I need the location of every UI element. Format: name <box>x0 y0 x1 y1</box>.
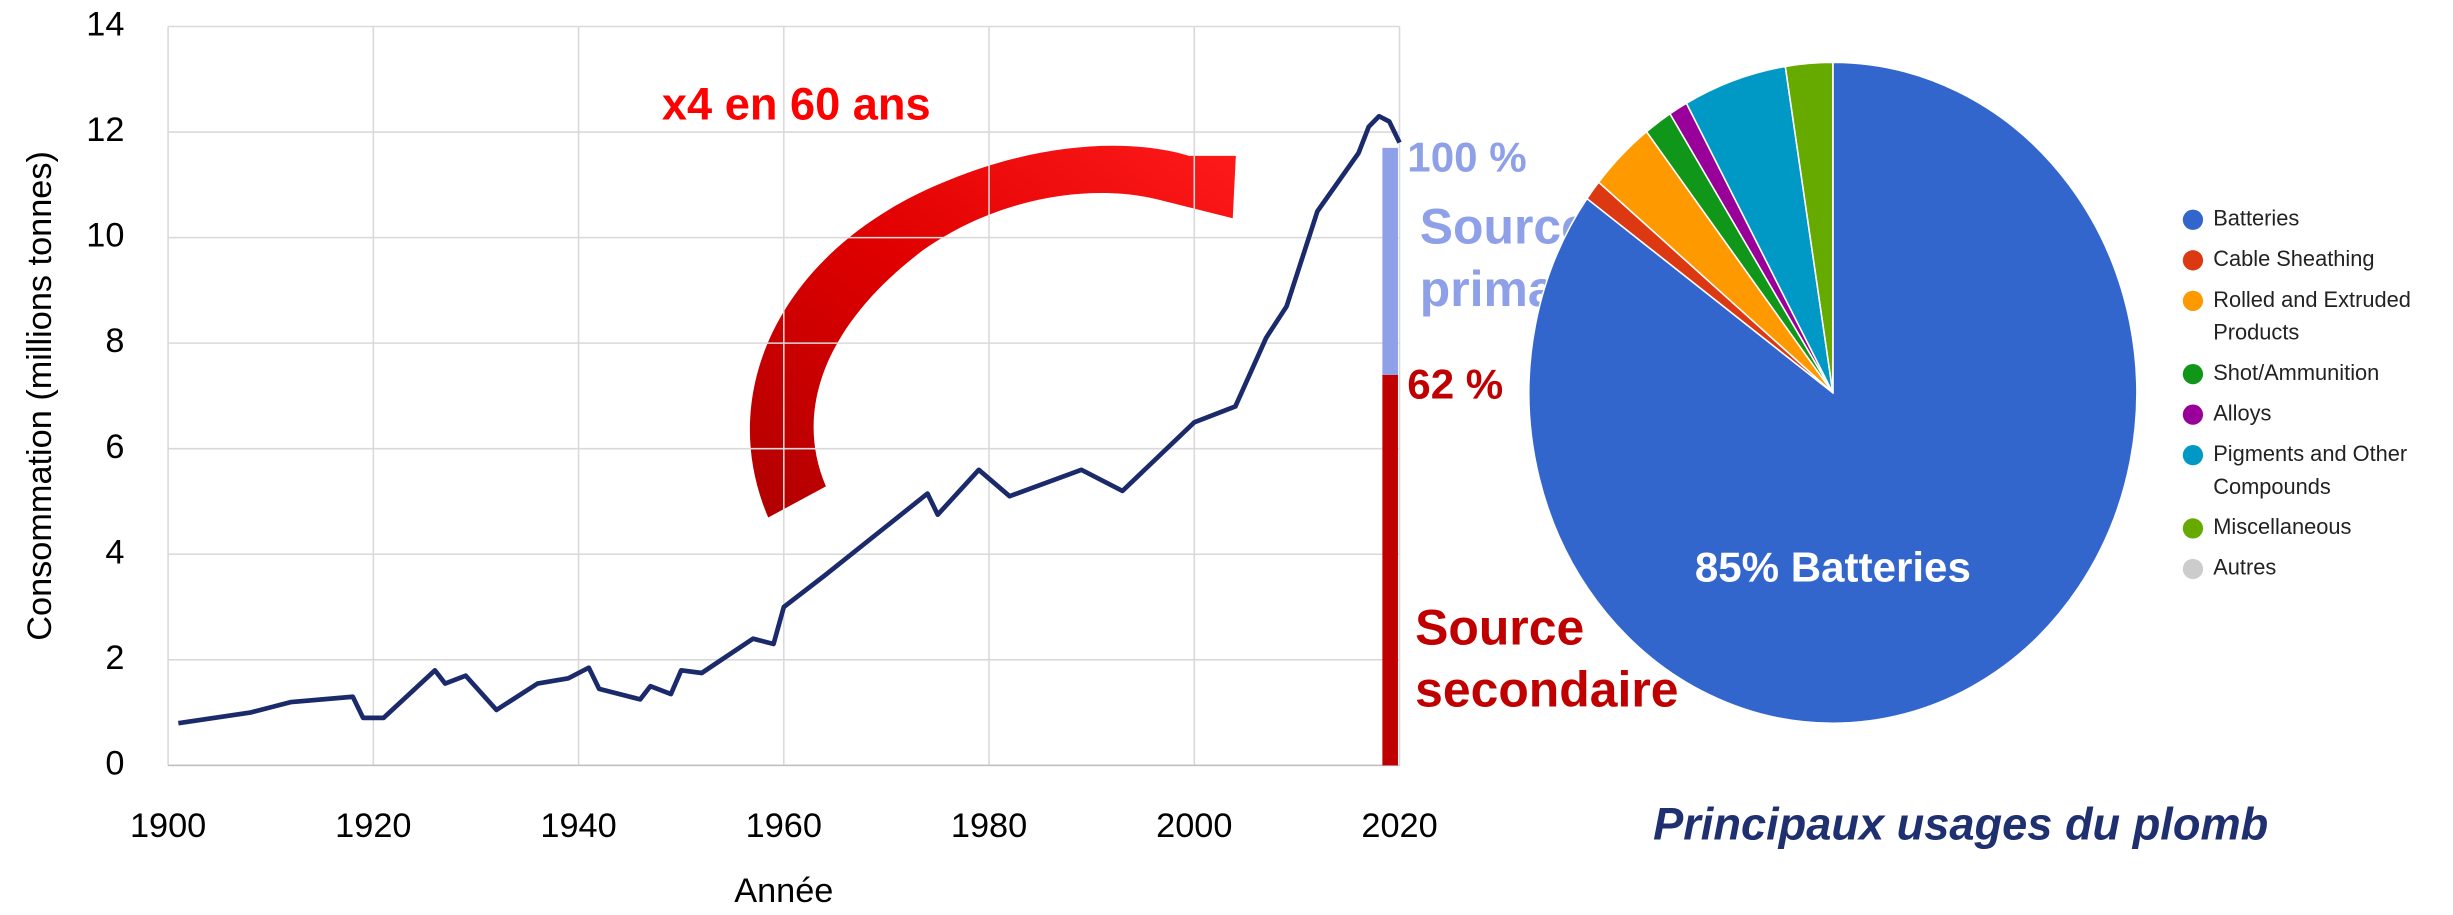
x-axis-label: Année <box>734 872 833 910</box>
legend-label: Alloys <box>2213 400 2271 425</box>
data-label: 85% Batteries <box>1695 544 1971 591</box>
legend-label: Autres <box>2213 555 2276 580</box>
legend-label: Rolled and Extruded Products <box>2213 287 2411 345</box>
y-tick-label: 8 <box>105 322 124 360</box>
legend-label: Batteries <box>2213 206 2299 231</box>
y-tick-label: 14 <box>86 6 124 44</box>
annotation: x4 en 60 ans <box>662 78 931 129</box>
legend-label: Pigments and Other Compounds <box>2213 441 2407 499</box>
x-tick-label: 2000 <box>1156 807 1232 845</box>
bar-segment <box>1382 147 1398 375</box>
y-tick-label: 0 <box>105 744 124 782</box>
legend-marker <box>2182 558 2204 580</box>
legend-marker <box>2182 404 2204 425</box>
bar-segment <box>1382 374 1398 766</box>
legend-marker <box>2182 363 2204 385</box>
x-tick-label: 1920 <box>335 807 411 845</box>
y-tick-label: 4 <box>105 533 124 571</box>
curved-arrow <box>749 145 1236 518</box>
y-tick-label: 2 <box>105 639 124 677</box>
legend-label: Miscellaneous <box>2213 514 2351 539</box>
legend-marker <box>2182 209 2204 230</box>
legend-marker <box>2182 290 2204 311</box>
legend-marker <box>2182 518 2204 539</box>
x-tick-label: 2020 <box>1361 807 1437 845</box>
legend-label: Shot/Ammunition <box>2213 360 2379 385</box>
line-series <box>178 113 1402 726</box>
y-tick-label: 6 <box>105 428 124 466</box>
y-tick-label: 12 <box>86 111 124 149</box>
legend-marker <box>2182 445 2204 466</box>
y-tick-label: 10 <box>86 217 124 255</box>
x-tick-label: 1940 <box>540 807 616 845</box>
bar-label: 100 % <box>1407 133 1526 180</box>
chart-title: Principaux usages du plomb <box>1653 799 2268 850</box>
legend-label: Cable Sheathing <box>2213 246 2374 271</box>
legend-marker <box>2182 250 2204 271</box>
y-axis-label: Consommation (millions tonnes) <box>21 151 59 641</box>
bar-label: 62 % <box>1407 360 1503 407</box>
x-tick-label: 1900 <box>130 807 206 845</box>
x-tick-label: 1960 <box>746 807 822 845</box>
bar-name: Source secondaire <box>1415 599 1678 717</box>
x-tick-label: 1980 <box>951 807 1027 845</box>
